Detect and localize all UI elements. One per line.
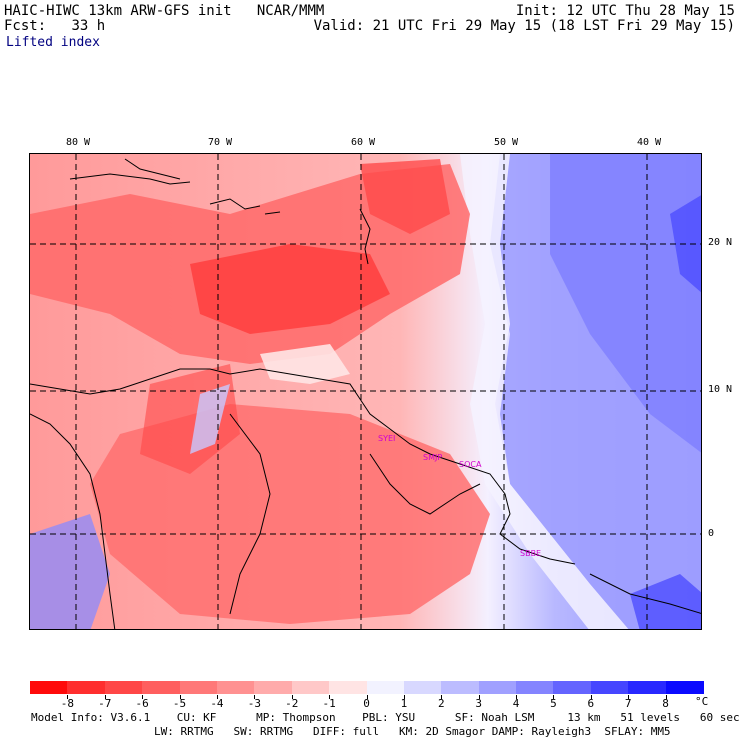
fcst-value: 33 h [71,18,106,34]
colorbar-tick [403,695,405,699]
colorbar-tick-label: 4 [512,697,520,710]
colorbar-tick-label: -8 [60,697,74,710]
colorbar-tick [216,695,218,699]
colorbar-tick [179,695,181,699]
lat-lon-grid [30,154,701,629]
colorbar-tick [516,695,518,699]
stable-max-south [630,574,701,629]
lon-label-80w: 80 W [66,137,91,148]
colorbar-tick [590,695,592,699]
colorbar-tick [441,695,443,699]
colorbar-tick-label: 0 [363,697,370,710]
colorbar-cell [142,681,181,694]
colorbar-unit: °C [695,695,709,708]
valid-time: Valid: 21 UTC Fri 29 May 15 (18 LST Fri … [313,18,735,34]
colorbar-tick [553,695,555,699]
colorbar-tick [478,695,480,699]
colorbar-tick-label: 3 [475,697,482,710]
model-title: HAIC-HIWC 13km ARW-GFS init NCAR/MMM [4,3,324,19]
station-soca: SOCA [459,460,482,469]
colorbar-cell [329,681,368,694]
andes-valley [190,384,230,454]
colorbar-cell [441,681,480,694]
model-info: Model Info: V3.6.1 CU: KF MP: Thompson P… [31,711,740,724]
lat-label-0: 0 [708,528,715,539]
colorbar-tick [291,695,293,699]
colorbar-tick [665,695,667,699]
lon-label-60w: 60 W [351,137,376,148]
colorbar-tick-label: -4 [210,697,224,710]
forecast-hour: Fcst: 33 h [4,18,105,34]
lon-label-70w: 70 W [208,137,233,148]
station-sbbe: SBBE [520,549,542,558]
colorbar-tick [366,695,368,699]
colorbar-cell [30,681,68,694]
unstable-core-north [360,159,450,234]
colorbar-cell [403,681,442,694]
stable-pacific [30,514,110,629]
colorbar-tick [142,695,144,699]
colorbar-cell [516,681,555,694]
colorbar-cell [553,681,592,694]
colorbar-tick-label: -7 [98,697,112,710]
colorbar-tick-label: 7 [624,697,632,710]
colorbar-cell [104,681,143,694]
colorbar-cell [216,681,255,694]
colorbar-tick [254,695,256,699]
colorbar-cell [628,681,667,694]
fcst-label: Fcst: [4,18,47,34]
colorbar-cell [67,681,106,694]
station-smjp: SMJP [423,453,443,462]
model-physics: LW: RRTMG SW: RRTMG DIFF: full KM: 2D Sm… [154,725,671,738]
lon-label-40w: 40 W [637,137,662,148]
colorbar-tick-label: -5 [172,697,187,710]
map-svg [30,154,701,629]
colorbar-tick [104,695,106,699]
transition-band [460,154,629,629]
colorbar-cell [590,681,629,694]
lon-label-50w: 50 W [494,137,519,148]
colorbar-tick-label: 6 [587,697,595,710]
colorbar-cell [665,681,704,694]
colorbar-tick [329,695,331,699]
colorbar-tick [67,695,69,699]
colorbar-cell [478,681,517,694]
field-name: Lifted index [6,35,100,50]
org-text: NCAR/MMM [256,3,325,19]
colorbar-cell [179,681,218,694]
stable-core [550,154,701,453]
colorbar-tick-label: -2 [285,697,299,710]
coastlines [30,158,701,629]
colorbar-tick-label: 2 [437,697,445,710]
station-syei: SYEI [378,434,396,443]
stable-patch [260,344,350,384]
colorbar-cell [254,681,293,694]
colorbar-tick-label: 5 [550,697,557,710]
lifted-index-map: SYEI SMJP SOCA SBBE [29,153,702,630]
unstable-core [190,244,390,334]
colorbar-cell [366,681,405,694]
colorbar-tick-label: 8 [662,697,669,710]
model-title-text: HAIC-HIWC 13km ARW-GFS init [4,3,232,19]
colorbar-tick [628,695,630,699]
colorbar-tick-label: -6 [135,697,149,710]
init-time: Init: 12 UTC Thu 28 May 15 [515,3,735,19]
colorbar-cell [291,681,330,694]
colorbar-tick-label: -1 [322,697,336,710]
colorbar-tick-label: -3 [247,697,261,710]
lat-label-10n: 10 N [708,384,733,395]
colorbar-tick-label: 1 [400,697,408,710]
lat-label-20n: 20 N [708,237,733,248]
